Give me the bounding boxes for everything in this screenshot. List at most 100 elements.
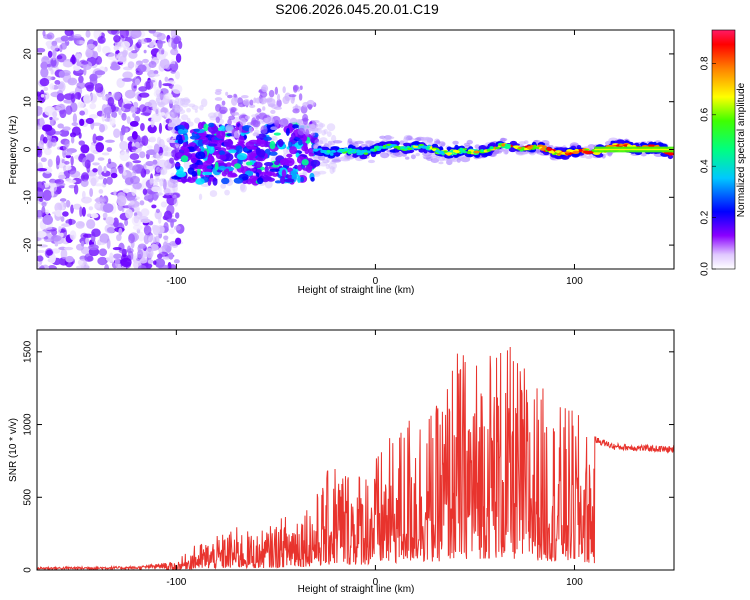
- spectrogram-blob: [162, 195, 171, 199]
- spectrogram-blob: [65, 105, 73, 115]
- spectrogram-blob: [147, 79, 156, 83]
- spectrogram-blob: [261, 84, 269, 93]
- spectrogram-blob: [47, 265, 57, 269]
- spectrogram-blob: [140, 122, 145, 132]
- spectrogram-blob: [269, 168, 280, 172]
- spectrogram-blob: [55, 103, 66, 111]
- spectrogram-blob: [89, 102, 97, 110]
- spectrogram-blob: [158, 153, 164, 159]
- spectrogram-blob: [63, 93, 75, 100]
- spectrogram-blob: [101, 111, 106, 122]
- spectrogram-blob: [311, 119, 320, 124]
- spectrogram-blob: [162, 241, 168, 250]
- spectrogram-blob: [139, 257, 148, 264]
- spectrogram-blob: [81, 190, 86, 200]
- spectrogram-blob: [285, 127, 290, 136]
- spectrogram-blob: [195, 178, 205, 185]
- spectrogram-blob: [224, 189, 230, 196]
- spectrogram-blob: [55, 209, 62, 217]
- spectrogram-blob: [298, 93, 303, 101]
- spectrogram-blob: [43, 34, 53, 40]
- spectrogram-blob: [89, 73, 98, 82]
- spectrogram-blob: [288, 94, 297, 98]
- spectrogram-blob: [116, 195, 127, 207]
- spectrogram-blob: [149, 41, 155, 48]
- spectrogram-blob: [153, 260, 157, 265]
- spectrogram-blob: [379, 135, 386, 139]
- snr-series-line: [37, 347, 674, 570]
- spectrogram-blob: [172, 183, 178, 193]
- spectrogram-blob: [274, 180, 282, 184]
- spectrogram-blob: [80, 240, 85, 247]
- spectrogram-blob: [139, 151, 146, 159]
- spectrogram-blob: [130, 30, 142, 39]
- spectrogram-blob: [420, 145, 428, 149]
- spectrogram-blob: [42, 189, 52, 201]
- spectrogram-blob: [312, 148, 319, 152]
- spectrogram-blob: [332, 166, 336, 173]
- spectrogram-blob: [96, 242, 106, 246]
- spectrogram-blob: [463, 148, 468, 151]
- spectrogram-blob: [58, 70, 65, 78]
- spectrogram-blob: [297, 127, 306, 136]
- spectrogram-blob: [73, 203, 82, 210]
- spectrogram-blob: [263, 161, 274, 167]
- spectrogram-blob: [169, 63, 177, 69]
- spectrogram-blob: [164, 76, 169, 82]
- spectrogram-blob: [281, 169, 287, 178]
- spectrogram-blob: [50, 44, 59, 52]
- colorbar-tick-label: 0.2: [700, 210, 711, 224]
- spectrogram-blob: [157, 39, 163, 49]
- spec-ytick-label: -10: [23, 190, 34, 205]
- spectrogram-blob: [209, 115, 218, 121]
- spectrogram-blob: [292, 124, 300, 129]
- spectrogram-blob: [98, 248, 108, 257]
- spectrogram-blob: [50, 68, 54, 75]
- spectrogram-blob: [134, 78, 141, 86]
- spectrogram-blob: [142, 58, 149, 64]
- spectrogram-blob: [227, 94, 233, 99]
- spectrogram-blob: [61, 159, 65, 164]
- spectrogram-blob: [317, 148, 323, 151]
- spectrogram-blob: [110, 172, 118, 179]
- spectrogram-blob: [294, 164, 298, 170]
- spectrogram-blob: [58, 226, 62, 233]
- spectrogram-blob: [59, 129, 70, 137]
- spectrogram-blob: [98, 189, 104, 194]
- spectrogram-blob: [70, 204, 74, 214]
- spectrogram-blob: [326, 123, 336, 132]
- spectrogram-blob: [124, 219, 129, 227]
- spectrogram-blob: [151, 113, 162, 123]
- spectrogram-blob: [186, 108, 192, 113]
- spectrogram-blob: [156, 159, 168, 168]
- spectrogram-blob: [202, 139, 211, 145]
- spectrogram-blob: [249, 168, 256, 172]
- spectrogram-blob: [163, 221, 169, 233]
- spectrogram-blob: [156, 192, 164, 196]
- spectrogram-blob: [85, 117, 94, 125]
- spectrogram-blob: [86, 43, 96, 49]
- spectrogram-blob: [71, 126, 81, 136]
- spectrogram-blob: [132, 224, 143, 231]
- spectrogram-blob: [256, 177, 264, 185]
- spectrogram-blob: [143, 234, 150, 245]
- spectrogram-blob: [290, 170, 298, 176]
- spectrogram-blob: [41, 206, 46, 216]
- spectrogram-blob: [289, 146, 298, 155]
- spectrogram-blob: [584, 148, 590, 151]
- spectrogram-blob: [92, 162, 100, 166]
- spectrogram-blob: [317, 170, 327, 175]
- spectrogram-blob: [67, 77, 78, 86]
- spectrogram-blob: [280, 176, 286, 185]
- spectrogram-blob: [230, 112, 240, 116]
- spectrogram-blob: [49, 116, 53, 121]
- spectrogram-blob: [49, 83, 55, 91]
- spectrogram-blob: [139, 200, 145, 206]
- spectrogram-blob: [175, 53, 182, 63]
- spectrogram-blob: [242, 99, 251, 106]
- spectrogram-blob: [124, 89, 136, 99]
- spectrogram-blob: [225, 91, 229, 96]
- spectrogram-blob: [225, 124, 234, 133]
- spectrogram-blob: [166, 204, 175, 216]
